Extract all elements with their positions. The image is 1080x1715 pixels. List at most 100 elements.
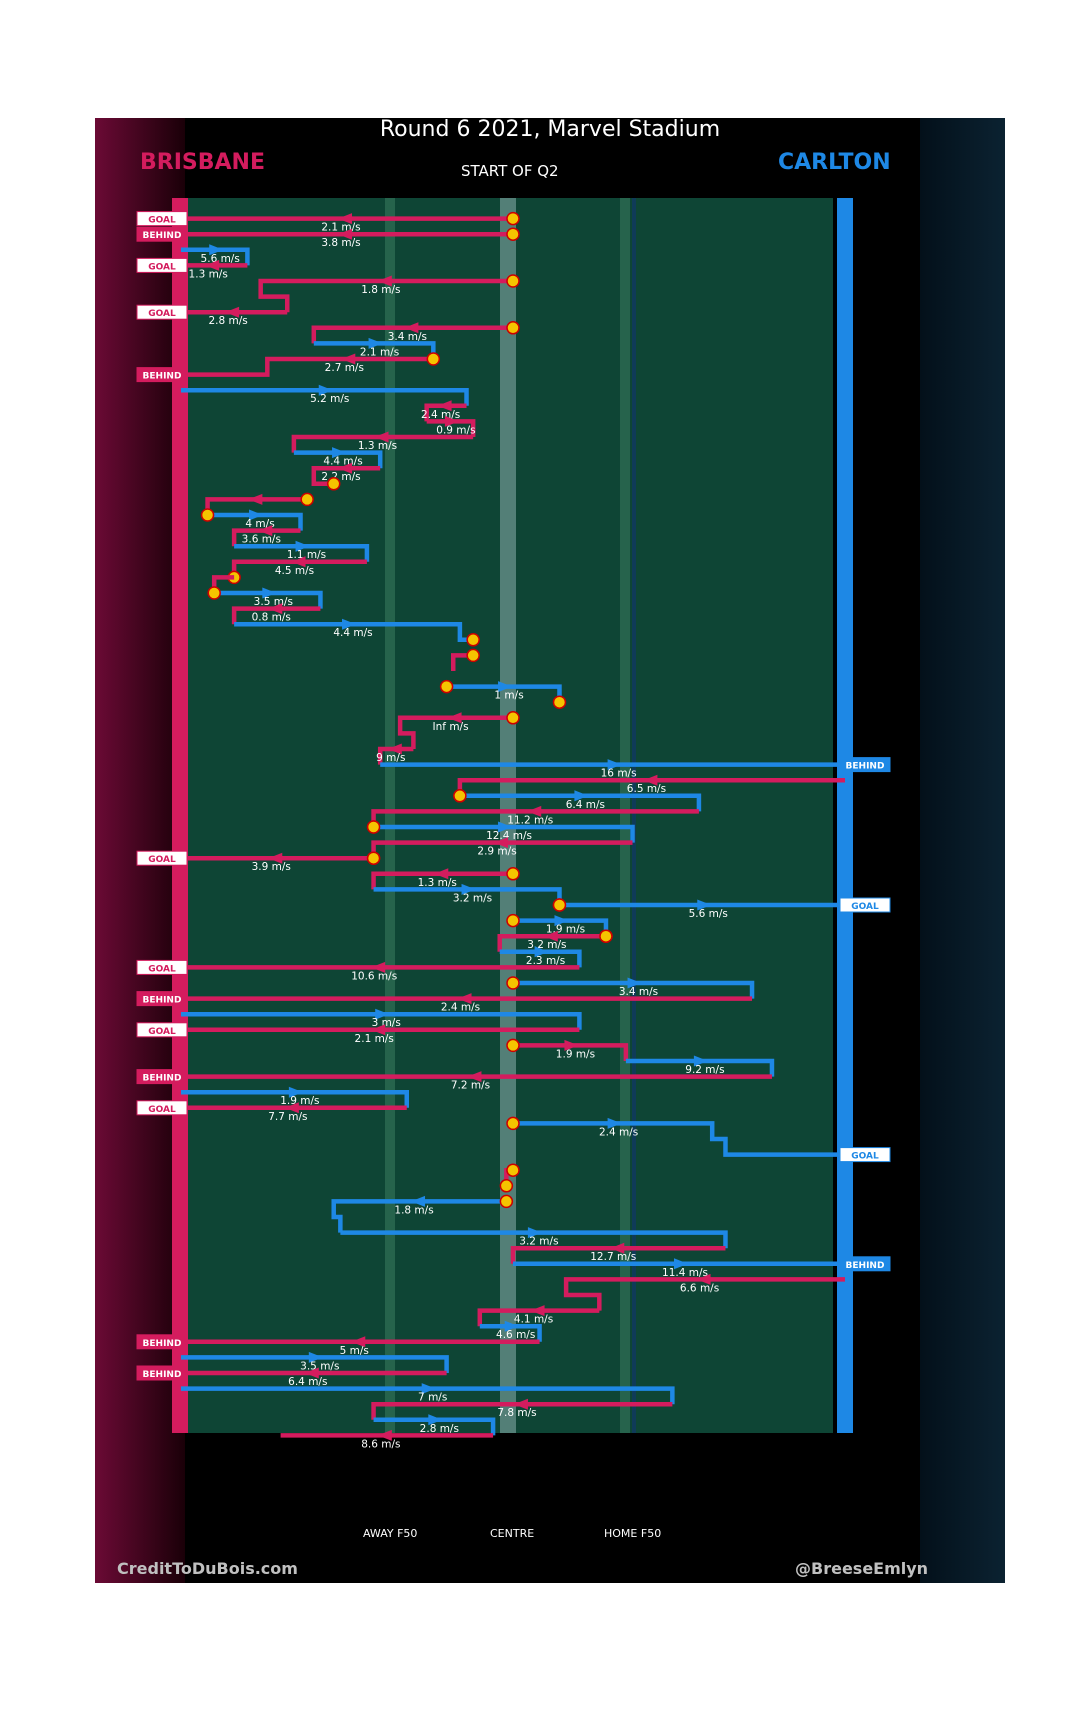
speed-label-37: 5.6 m/s bbox=[689, 908, 728, 920]
chain-line-27 bbox=[377, 746, 414, 765]
outcome-badge-8 bbox=[136, 367, 188, 383]
chain-line-46 bbox=[513, 1043, 629, 1061]
possession-marker-14-end bbox=[326, 477, 341, 491]
possession-marker-4-start bbox=[506, 274, 520, 288]
chain-arrow-42 bbox=[627, 977, 642, 989]
x-tick-centre: CENTRE bbox=[490, 1527, 535, 1540]
possession-marker-51-start bbox=[506, 1116, 520, 1131]
chain-line-47 bbox=[625, 1058, 775, 1077]
outcome-label-0: GOAL bbox=[148, 216, 176, 226]
speed-label-64: 7.8 m/s bbox=[497, 1407, 536, 1419]
chain-line-21 bbox=[214, 590, 323, 609]
outcome-badge-60 bbox=[136, 1334, 188, 1350]
outcome-label-56: BEHIND bbox=[846, 1261, 885, 1271]
chain-arrow-58 bbox=[530, 1305, 545, 1317]
chain-arrow-49 bbox=[288, 1086, 303, 1098]
chain-line-61 bbox=[181, 1355, 449, 1373]
speed-label-13: 4.4 m/s bbox=[323, 456, 362, 468]
speed-label-9: 5.2 m/s bbox=[310, 393, 349, 405]
possession-marker-8-start bbox=[426, 352, 441, 366]
chain-line-59 bbox=[479, 1323, 542, 1342]
speed-label-53: 1.8 m/s bbox=[394, 1204, 433, 1216]
chain-arrow-7 bbox=[368, 337, 383, 349]
chain-line-53 bbox=[331, 1199, 507, 1233]
speed-label-10: 2.4 m/s bbox=[421, 409, 460, 421]
speed-label-42: 3.4 m/s bbox=[619, 986, 658, 998]
chain-arrow-15 bbox=[248, 493, 263, 505]
speed-label-43: 2.4 m/s bbox=[441, 1002, 480, 1014]
chain-arrow-16 bbox=[249, 509, 264, 521]
speed-label-66: 8.6 m/s bbox=[361, 1438, 400, 1450]
outcome-label-50: GOAL bbox=[148, 1105, 176, 1115]
speed-label-63: 7 m/s bbox=[418, 1392, 447, 1404]
away-f50-band bbox=[385, 198, 395, 1433]
speed-label-6: 3.4 m/s bbox=[388, 331, 427, 343]
speed-label-5: 2.8 m/s bbox=[208, 315, 247, 327]
speed-label-34: 3.9 m/s bbox=[252, 861, 291, 873]
chain-arrow-1 bbox=[338, 228, 352, 240]
chain-arrow-51 bbox=[607, 1117, 622, 1129]
speed-label-62: 6.4 m/s bbox=[288, 1376, 327, 1388]
chain-arrow-63 bbox=[421, 1383, 436, 1395]
chain-line-51 bbox=[513, 1121, 845, 1157]
chain-arrow-56 bbox=[674, 1258, 688, 1270]
speed-label-29: 6.5 m/s bbox=[627, 783, 666, 795]
chain-line-2 bbox=[181, 247, 250, 266]
chain-arrow-6 bbox=[404, 322, 419, 334]
carlton-gradient bbox=[920, 118, 1005, 1583]
outcome-label-48: BEHIND bbox=[143, 1074, 182, 1084]
possession-marker-42-start bbox=[506, 976, 520, 990]
possession-marker-21-start bbox=[207, 586, 221, 600]
chart-frame: 2.1 m/s GOAL 3.8 m/s BEHIND 5.6 m/s 1.3 m/s GO… bbox=[95, 118, 1005, 1583]
chain-arrow-48 bbox=[467, 1071, 482, 1083]
possession-marker-24-start bbox=[466, 648, 480, 663]
speed-label-49: 1.9 m/s bbox=[280, 1095, 319, 1107]
chain-arrow-10 bbox=[437, 400, 452, 412]
possession-marker-6-start bbox=[506, 321, 520, 335]
outcome-label-34: GOAL bbox=[148, 855, 176, 865]
chain-arrow-60 bbox=[351, 1336, 366, 1348]
speed-label-23: 4.4 m/s bbox=[333, 627, 372, 639]
speed-label-18: 1.1 m/s bbox=[287, 549, 326, 561]
possession-marker-53-start bbox=[499, 1194, 514, 1209]
speed-label-47: 9.2 m/s bbox=[685, 1064, 724, 1076]
chain-arrow-18 bbox=[295, 540, 310, 552]
chain-arrow-61 bbox=[308, 1351, 323, 1363]
chain-line-64 bbox=[371, 1401, 673, 1420]
possession-marker-38-start bbox=[506, 913, 520, 928]
chain-arrow-2 bbox=[209, 244, 224, 256]
chain-line-57 bbox=[563, 1277, 845, 1311]
possession-marker-23-end bbox=[466, 633, 480, 647]
chain-line-49 bbox=[181, 1089, 410, 1108]
chain-line-65 bbox=[373, 1417, 496, 1436]
chain-line-42 bbox=[513, 980, 755, 999]
brisbane-goal-line bbox=[172, 198, 188, 1433]
chain-arrow-39 bbox=[543, 930, 558, 942]
outcome-label-5: GOAL bbox=[148, 309, 176, 319]
chain-arrow-21 bbox=[262, 587, 277, 599]
possession-marker-34-start bbox=[366, 851, 381, 865]
home-f50-band bbox=[620, 198, 630, 1433]
outcome-label-8: BEHIND bbox=[143, 372, 182, 382]
speed-label-3: 1.3 m/s bbox=[189, 268, 228, 280]
outcome-badge-51 bbox=[839, 1147, 891, 1163]
speed-label-51: 2.4 m/s bbox=[599, 1126, 638, 1138]
possession-marker-1-start bbox=[506, 227, 520, 241]
possession-marker-52-start bbox=[506, 1163, 520, 1177]
chain-arrow-36 bbox=[461, 883, 476, 895]
chain-arrow-34 bbox=[268, 852, 283, 864]
outcome-badge-37 bbox=[839, 897, 891, 913]
possession-marker-46-start bbox=[506, 1038, 520, 1053]
outcome-badge-34 bbox=[136, 850, 188, 866]
outcome-label-43: BEHIND bbox=[143, 996, 182, 1006]
chain-arrow-65 bbox=[428, 1414, 443, 1426]
chain-line-18 bbox=[234, 543, 370, 562]
speed-label-45: 2.1 m/s bbox=[355, 1033, 394, 1045]
outcome-badge-41 bbox=[136, 959, 188, 975]
speed-label-65: 2.8 m/s bbox=[420, 1423, 459, 1435]
speed-label-56: 11.4 m/s bbox=[662, 1267, 708, 1279]
outcome-badge-43 bbox=[136, 991, 188, 1007]
speed-label-59: 4.6 m/s bbox=[496, 1329, 535, 1341]
speed-label-17: 3.6 m/s bbox=[242, 534, 281, 546]
speed-label-48: 7.2 m/s bbox=[451, 1080, 490, 1092]
